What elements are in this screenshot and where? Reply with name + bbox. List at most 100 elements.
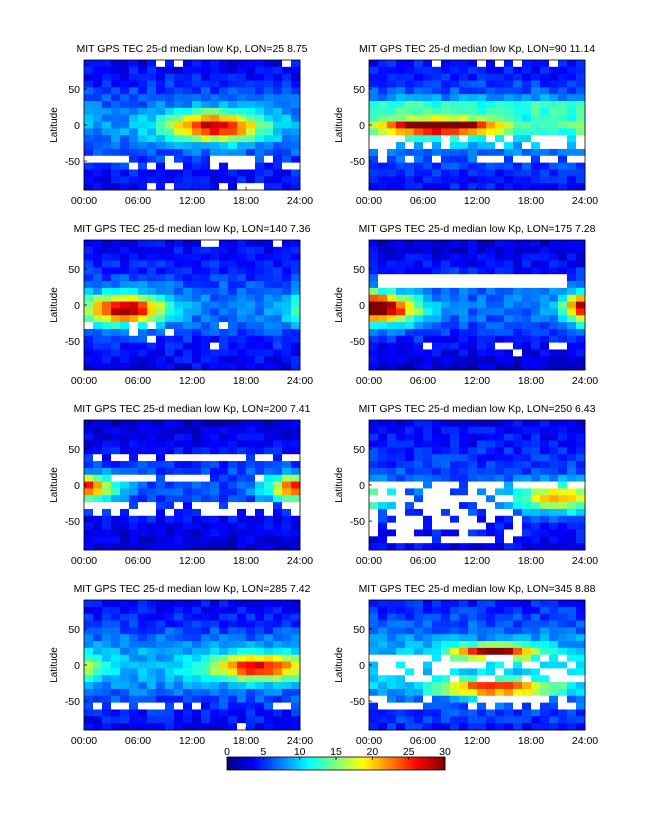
heatmap-cell [246,461,256,469]
heatmap-cell [441,702,451,710]
heatmap-cell [111,260,121,268]
heatmap-cell [219,600,229,608]
heatmap-cell [264,529,274,537]
heatmap-cell [369,488,379,496]
heatmap-cell [201,461,211,469]
heatmap-cell [558,467,568,476]
heatmap-cell [102,107,112,116]
heatmap-cell [210,668,220,676]
heatmap-cell [522,620,532,628]
heatmap-cell [219,94,229,102]
heatmap-cell [387,647,397,656]
heatmap-cell [441,420,451,428]
heatmap-cell [192,668,202,676]
heatmap-cell [219,454,229,462]
heatmap-cell [129,508,139,517]
heatmap-cell [369,73,379,81]
colorbar-swatch [332,757,337,770]
heatmap-cell [138,529,148,537]
heatmap-cell [558,335,568,344]
heatmap-cell [147,502,157,510]
heatmap-cell [441,60,451,68]
heatmap-cell [273,440,283,448]
heatmap-cell [522,349,532,357]
heatmap-cell [396,668,406,676]
heatmap-cell [228,260,238,268]
heatmap-cell [504,481,514,489]
heatmap-cell [93,260,103,268]
heatmap-cell [441,529,451,537]
heatmap-cell [84,94,94,102]
heatmap-cell [246,294,256,302]
heatmap-cell [378,627,388,635]
heatmap-cell [378,661,388,669]
heatmap-cell [282,356,292,364]
heatmap-cell [210,502,220,510]
heatmap-cell [219,162,229,170]
heatmap-cell [219,363,229,371]
heatmap-cell [93,433,103,441]
heatmap-cell [477,508,487,517]
heatmap-cell [396,363,406,371]
heatmap-cell [201,426,211,435]
heatmap-cell [264,274,274,282]
heatmap-cell [192,121,202,129]
heatmap-cell [174,647,184,656]
heatmap-cell [576,80,586,88]
heatmap-cell [450,688,460,697]
heatmap-cell [459,627,469,635]
heatmap-cell [237,641,247,649]
heatmap-cell [129,688,139,697]
heatmap-cell [468,356,478,364]
heatmap-cell [477,675,487,683]
heatmap-cell [183,668,193,676]
heatmap-cell [102,322,112,330]
heatmap-cell [111,606,121,615]
heatmap-cell [174,454,184,462]
heatmap-cell [165,420,175,428]
heatmap-cell [387,641,397,649]
heatmap-cell [405,308,415,316]
heatmap-cell [513,495,523,503]
heatmap-cell [264,682,274,690]
heatmap-cell [84,80,94,88]
heatmap-cell [102,495,112,503]
heatmap-cell [273,716,283,724]
heatmap-cell [576,606,586,615]
heatmap-cell [504,253,514,261]
heatmap-cell [486,502,496,510]
heatmap-cell [255,647,265,656]
heatmap-cell [459,107,469,116]
heatmap-cell [201,121,211,129]
heatmap-cell [255,600,265,608]
heatmap-cell [291,294,301,302]
heatmap-cell [567,363,577,371]
heatmap-cell [120,162,130,170]
heatmap-cell [264,287,274,296]
heatmap-cell [405,606,415,615]
heatmap-cell [156,121,166,129]
panel-title: MIT GPS TEC 25-d median low Kp, LON=140 … [74,223,311,235]
heatmap-cell [264,107,274,116]
heatmap-cell [513,246,523,255]
heatmap-cell [378,349,388,357]
heatmap-cell [567,606,577,615]
heatmap-cell [93,543,103,551]
heatmap-cell [138,301,148,309]
heatmap-cell [513,107,523,116]
heatmap-cell [102,148,112,157]
heatmap-cell [156,522,166,530]
heatmap-cell [504,420,514,428]
heatmap-cell [84,488,94,496]
heatmap-cell [237,246,247,255]
heatmap-cell [441,274,451,282]
heatmap-cell [522,308,532,316]
heatmap-cell [468,654,478,662]
heatmap-cell [201,246,211,255]
heatmap-cell [228,647,238,656]
heatmap-cell [540,349,550,357]
heatmap-cell [513,80,523,88]
heatmap-cell [558,702,568,710]
heatmap-cell [84,440,94,448]
heatmap-cell [165,335,175,344]
